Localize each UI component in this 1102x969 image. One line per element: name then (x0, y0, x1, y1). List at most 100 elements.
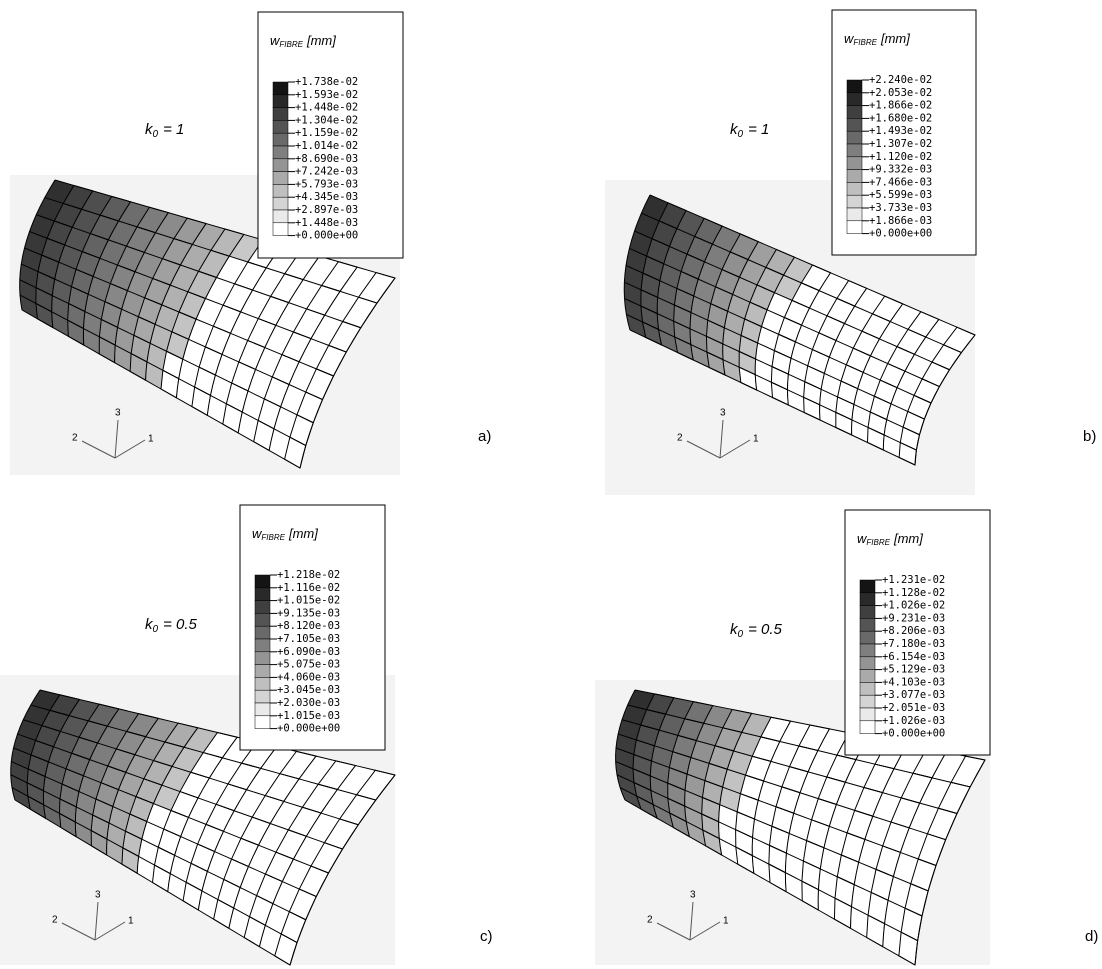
mesh-line (19, 179, 56, 311)
mesh-cell (23, 705, 50, 726)
mesh-cell (758, 781, 782, 807)
mesh-line (617, 733, 946, 841)
k0-symbol: k (145, 121, 154, 138)
mesh-cell (754, 800, 776, 827)
legend-swatch (859, 682, 876, 696)
mesh-cell (690, 344, 710, 368)
mesh-cell (686, 821, 706, 846)
mesh-cell (858, 839, 883, 870)
panel: wFIBRE [mm] +1.218e-02+1.116e-02+1.015e-02… (0, 504, 493, 966)
mesh-cell (624, 298, 643, 322)
mesh-line (106, 718, 159, 856)
legend-swatch (846, 194, 863, 209)
legend-symbol: w (844, 31, 855, 46)
mesh-cell (145, 718, 179, 743)
mesh-cell (20, 295, 38, 319)
legend-value: +1.866e-03 (869, 215, 932, 227)
mesh-cell (36, 197, 64, 222)
mesh-cell (198, 778, 228, 805)
legend-value: +8.206e-03 (882, 625, 945, 637)
panel-label: c) (480, 928, 493, 945)
triad-label: 3 (115, 408, 121, 419)
mesh-cell (853, 388, 875, 413)
k0-subscript: 0 (153, 624, 159, 635)
legend-value: +9.231e-03 (882, 612, 945, 624)
legend-swatch (254, 625, 271, 640)
mesh-line (237, 255, 320, 433)
mesh-cell (739, 259, 766, 285)
mesh-cell (925, 319, 957, 345)
mesh-cell (216, 256, 248, 284)
mesh-line (42, 699, 80, 819)
mesh-cell (215, 354, 239, 384)
triad-label: 2 (677, 433, 683, 444)
mesh-line (11, 761, 317, 898)
mesh-cell (207, 851, 232, 880)
legend-value: +7.180e-03 (882, 638, 945, 650)
mesh-cell (178, 359, 200, 388)
mesh-line (24, 247, 334, 377)
mesh-cell (48, 746, 72, 769)
mesh-line (619, 787, 918, 942)
mesh-cell (663, 246, 687, 272)
legend-value: +2.053e-02 (869, 87, 932, 99)
legend-swatch (254, 689, 271, 704)
mesh-cell (172, 747, 204, 773)
triad-label: 2 (72, 433, 78, 444)
legend-title: wFIBRE [mm] (252, 526, 318, 542)
mesh-cell (269, 428, 290, 460)
mesh-cell (24, 231, 48, 256)
mesh-cell (659, 714, 685, 736)
mesh-line (21, 263, 323, 401)
mesh-cell (84, 294, 105, 320)
mesh-line (289, 774, 396, 966)
mesh-cell (863, 355, 888, 381)
mesh-line (10, 774, 306, 921)
mesh-cell (932, 752, 966, 783)
mesh-cell (650, 790, 670, 814)
mesh-cell (634, 213, 660, 239)
mesh-line (10, 689, 41, 801)
legend-value: +2.030e-03 (277, 697, 340, 709)
legend-swatch (254, 664, 271, 678)
mesh-cell (657, 313, 675, 338)
mesh-cell (676, 210, 705, 237)
mesh-cell (829, 804, 855, 833)
mesh-cell (627, 690, 655, 710)
mesh-line (175, 234, 245, 398)
mesh-cell (693, 279, 716, 304)
legend-value: +4.345e-03 (295, 191, 358, 203)
legend-value: +1.866e-02 (869, 100, 932, 112)
mesh-cell (299, 756, 336, 785)
mesh-cell (691, 296, 711, 321)
mesh-line (722, 241, 759, 376)
mesh-line (882, 751, 947, 947)
k0-symbol: k (730, 121, 739, 138)
legend-value: +5.129e-03 (882, 664, 945, 676)
mesh-cell (121, 290, 145, 317)
mesh-line (13, 747, 329, 874)
mesh-cell (275, 302, 307, 332)
mesh-cell (626, 314, 646, 338)
mesh-line (23, 719, 359, 826)
legend-value: +2.051e-03 (882, 702, 945, 714)
mesh-cell (337, 765, 376, 795)
mesh-cell (854, 288, 885, 314)
mesh-cell (836, 323, 862, 349)
triad-label: 2 (647, 915, 653, 926)
legend-swatch (272, 132, 289, 147)
mesh-cell (265, 903, 290, 934)
mesh-cell (617, 774, 637, 797)
mesh-line (114, 212, 169, 363)
mesh-cell (118, 772, 144, 797)
mesh-line (649, 697, 675, 819)
legend-value: +0.000e+00 (869, 228, 932, 240)
triad-axis (689, 901, 694, 941)
legend-title: wFIBRE [mm] (857, 531, 923, 547)
mesh-cell (248, 369, 273, 399)
mesh-cell (722, 769, 746, 794)
mesh-cell (153, 785, 180, 811)
mesh-cell (127, 271, 153, 298)
mesh-cell (205, 277, 235, 306)
k0-label: k0 = 0.5 (145, 616, 197, 635)
